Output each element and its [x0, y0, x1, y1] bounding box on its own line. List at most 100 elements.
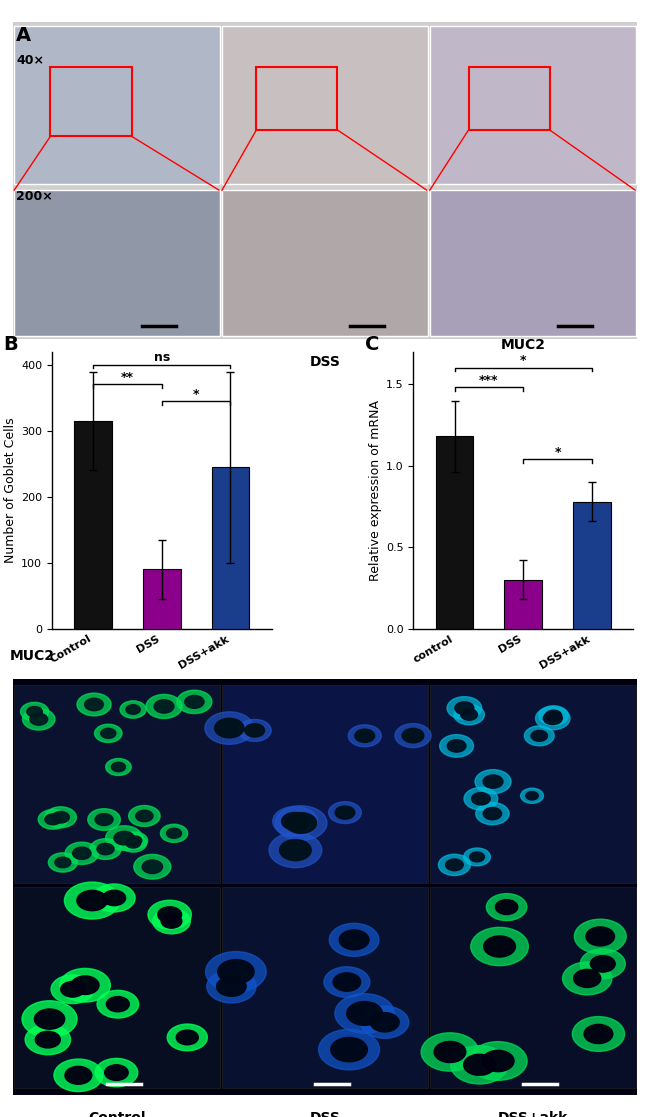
Circle shape: [447, 739, 466, 752]
Circle shape: [77, 890, 107, 910]
Circle shape: [586, 927, 614, 946]
Text: Control: Control: [88, 355, 146, 369]
Circle shape: [318, 1030, 380, 1070]
FancyBboxPatch shape: [13, 22, 637, 338]
Bar: [504, 580, 542, 629]
Circle shape: [575, 919, 626, 954]
Text: MUC2: MUC2: [10, 649, 55, 662]
Circle shape: [167, 1024, 207, 1051]
Circle shape: [545, 710, 562, 720]
Circle shape: [126, 838, 140, 848]
Circle shape: [38, 810, 68, 829]
Circle shape: [402, 728, 424, 743]
Circle shape: [120, 700, 146, 718]
Circle shape: [269, 832, 322, 868]
Circle shape: [21, 703, 49, 722]
Circle shape: [120, 834, 147, 852]
Text: B: B: [4, 335, 18, 354]
Circle shape: [54, 1059, 103, 1091]
Circle shape: [361, 1006, 409, 1039]
Circle shape: [472, 793, 490, 805]
Circle shape: [348, 725, 382, 747]
Y-axis label: Number of Goblet Cells: Number of Goblet Cells: [4, 418, 17, 563]
Circle shape: [333, 973, 361, 991]
FancyBboxPatch shape: [222, 887, 428, 1088]
Circle shape: [129, 805, 160, 827]
Circle shape: [60, 982, 84, 997]
Circle shape: [111, 762, 125, 772]
Circle shape: [525, 726, 554, 746]
Circle shape: [122, 832, 148, 849]
Circle shape: [463, 848, 491, 866]
Circle shape: [495, 899, 518, 915]
Circle shape: [176, 1030, 198, 1044]
Bar: [573, 502, 611, 629]
Circle shape: [335, 994, 395, 1033]
Circle shape: [216, 976, 246, 996]
Circle shape: [105, 825, 142, 850]
FancyBboxPatch shape: [13, 679, 637, 1095]
Circle shape: [158, 907, 181, 923]
FancyBboxPatch shape: [430, 887, 636, 1088]
Circle shape: [126, 705, 140, 714]
Circle shape: [339, 930, 369, 949]
Circle shape: [584, 1024, 613, 1043]
Circle shape: [218, 960, 254, 984]
Circle shape: [447, 697, 482, 719]
Text: Control: Control: [88, 1111, 146, 1117]
Y-axis label: Relative expression of mRNA: Relative expression of mRNA: [369, 400, 382, 581]
Circle shape: [103, 890, 125, 906]
Circle shape: [185, 696, 204, 708]
Circle shape: [64, 882, 120, 919]
Circle shape: [521, 789, 543, 803]
Text: 200×: 200×: [16, 190, 53, 203]
Circle shape: [335, 806, 355, 819]
Circle shape: [245, 724, 265, 737]
Bar: [74, 421, 112, 629]
FancyBboxPatch shape: [14, 26, 220, 184]
Circle shape: [280, 840, 311, 861]
Circle shape: [370, 1013, 399, 1032]
Circle shape: [51, 975, 94, 1003]
Circle shape: [463, 1054, 495, 1076]
Circle shape: [470, 852, 484, 862]
Circle shape: [454, 705, 484, 725]
Bar: [143, 570, 181, 629]
Circle shape: [395, 724, 431, 747]
Circle shape: [526, 792, 538, 800]
Text: DSS+akk: DSS+akk: [498, 1111, 568, 1117]
Circle shape: [543, 712, 562, 725]
Circle shape: [438, 855, 471, 876]
Circle shape: [94, 724, 122, 743]
Circle shape: [65, 842, 99, 865]
Text: *: *: [520, 354, 526, 367]
FancyBboxPatch shape: [430, 190, 636, 336]
Title: MUC2: MUC2: [500, 337, 546, 352]
Circle shape: [146, 695, 182, 718]
Circle shape: [34, 1009, 65, 1029]
Circle shape: [450, 1046, 508, 1083]
Circle shape: [45, 814, 61, 824]
Bar: [212, 467, 250, 629]
Circle shape: [476, 802, 509, 824]
Circle shape: [572, 1016, 625, 1051]
Circle shape: [475, 770, 511, 793]
Circle shape: [331, 1038, 367, 1062]
Circle shape: [106, 758, 131, 775]
Circle shape: [207, 970, 256, 1003]
Circle shape: [536, 707, 570, 729]
Circle shape: [446, 859, 463, 871]
Circle shape: [214, 718, 244, 738]
Text: DSS: DSS: [309, 355, 341, 369]
Text: C: C: [365, 335, 380, 354]
Circle shape: [88, 809, 120, 830]
FancyBboxPatch shape: [430, 686, 636, 882]
Circle shape: [486, 894, 527, 920]
Circle shape: [531, 731, 547, 742]
Circle shape: [153, 909, 190, 934]
Circle shape: [483, 808, 502, 820]
FancyBboxPatch shape: [430, 26, 636, 184]
Circle shape: [469, 1042, 527, 1080]
Circle shape: [71, 976, 99, 994]
Text: ns: ns: [153, 351, 170, 364]
